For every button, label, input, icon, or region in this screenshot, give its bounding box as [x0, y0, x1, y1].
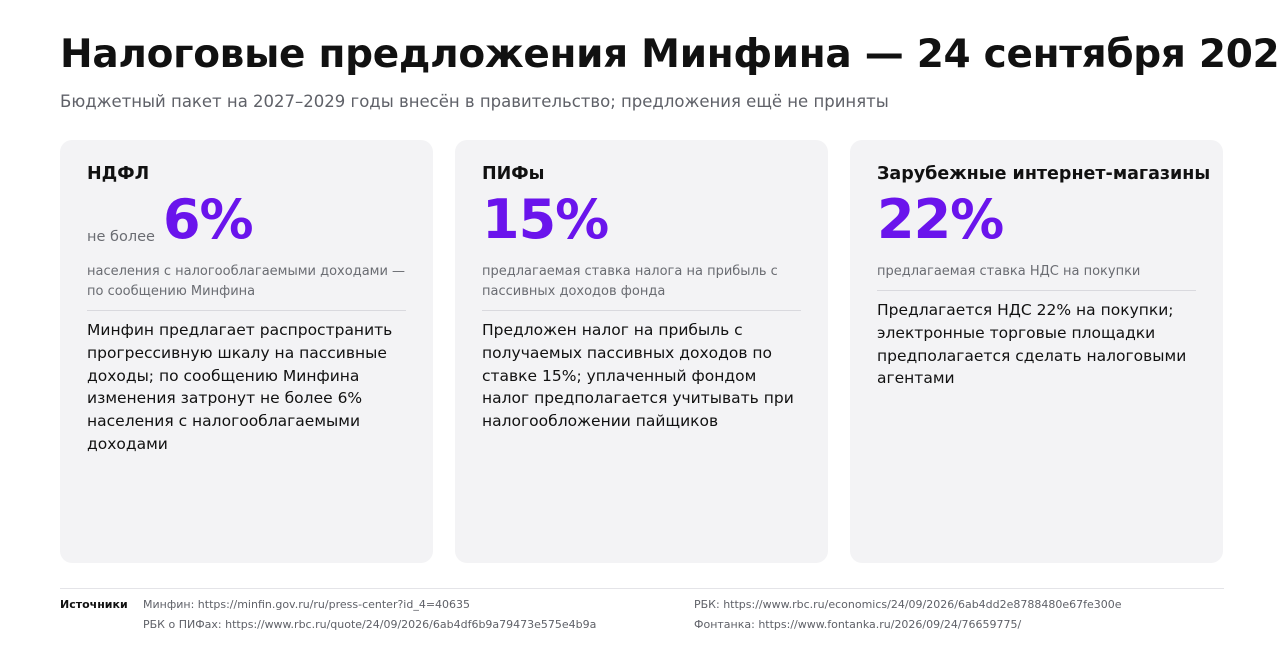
source-link-minfin[interactable]: Минфин: https://minfin.gov.ru/ru/press-c…: [143, 598, 471, 611]
card-foreign-shops: Зарубежные интернет-магазины 22% предлаг…: [850, 140, 1223, 563]
divider: [482, 310, 801, 311]
metric-row: 15%: [482, 190, 801, 250]
metric-caption: населения с налогооблагаемыми доходами —…: [87, 264, 406, 299]
card-ndfl: НДФЛ не более 6% населения с налогооблаг…: [60, 140, 433, 563]
card-description: Предложен налог на прибыль с получаемых …: [482, 321, 794, 431]
card-description: Минфин предлагает распространить прогрес…: [87, 321, 393, 453]
card-title: Зарубежные интернет-магазины: [877, 164, 1211, 184]
metric-caption: предлагаемая ставка налога на прибыль с …: [482, 264, 778, 299]
card-title: ПИФы: [482, 164, 545, 184]
page-subtitle: Бюджетный пакет на 2027–2029 годы внесён…: [60, 92, 889, 111]
card-pif: ПИФы 15% предлагаемая ставка налога на п…: [455, 140, 828, 563]
metric-row: 22%: [877, 190, 1196, 250]
page-title: Налоговые предложения Минфина — 24 сентя…: [60, 32, 1280, 77]
card-description: Предлагается НДС 22% на покупки; электро…: [877, 301, 1187, 388]
source-link-rbc[interactable]: РБК: https://www.rbc.ru/economics/24/09/…: [694, 598, 1122, 611]
metric-value: 15%: [482, 188, 609, 251]
metric-value: 6%: [162, 188, 254, 251]
divider: [877, 290, 1196, 291]
sources-label: Источники: [60, 598, 128, 611]
divider: [87, 310, 406, 311]
footer-divider: [60, 588, 1224, 589]
metric-caption: предлагаемая ставка НДС на покупки: [877, 264, 1141, 279]
metric-value: 22%: [877, 188, 1004, 251]
card-title: НДФЛ: [87, 164, 150, 184]
cards-row: НДФЛ не более 6% населения с налогооблаг…: [60, 140, 1223, 563]
source-link-rbc-pif[interactable]: РБК о ПИФах: https://www.rbc.ru/quote/24…: [143, 618, 597, 631]
metric-row: не более 6%: [87, 190, 406, 250]
metric-prefix: не более: [87, 229, 155, 245]
source-link-fontanka[interactable]: Фонтанка: https://www.fontanka.ru/2026/0…: [694, 618, 1022, 631]
